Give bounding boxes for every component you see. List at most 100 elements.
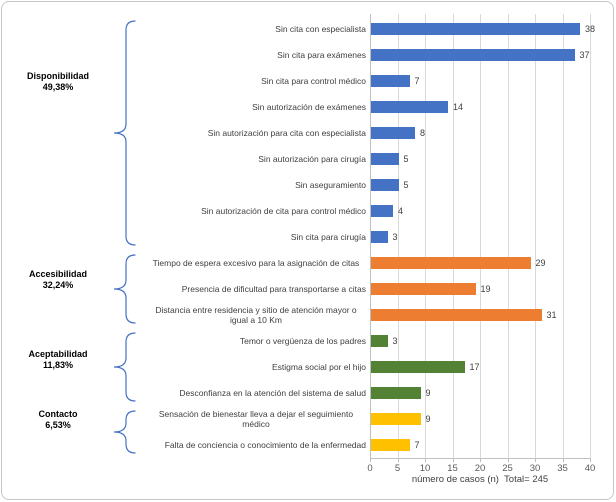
category-label: Distancia entre residencia y sitio de at… [155, 305, 357, 325]
category-label: Sin cita con especialista [275, 24, 366, 34]
x-axis-tick-label: 25 [502, 463, 513, 474]
group-label: Contacto 6,53% [8, 409, 108, 431]
x-axis-tickmark [590, 458, 591, 462]
y-axis-line [370, 14, 371, 458]
category-label: Temor o vergüenza de los padres [239, 336, 366, 346]
x-axis-tickmark [562, 458, 564, 462]
gridline [562, 14, 564, 458]
category-label: Sensación de bienestar lleva a dejar el … [158, 409, 354, 429]
category-label: Sin autorización de exámenes [252, 102, 366, 112]
group-label: Aceptabilidad 11,83% [8, 349, 108, 371]
category-label: Sin autorización de cita para control mé… [201, 206, 366, 216]
value-label: 29 [535, 258, 546, 268]
gridline [535, 14, 536, 458]
bar [371, 23, 580, 35]
bar [371, 49, 575, 61]
x-axis-tick-label: 20 [474, 463, 486, 474]
gridline [590, 14, 591, 458]
value-label: 3 [392, 232, 398, 242]
value-label: 31 [546, 310, 557, 320]
group-percent: 32,24% [42, 279, 74, 290]
bar [371, 75, 410, 87]
category-label: Presencia de dificultad para transportar… [181, 284, 366, 294]
bar [371, 309, 542, 321]
x-axis-tick-label: 40 [584, 463, 596, 474]
bar [371, 127, 415, 139]
group-name: Contacto [38, 409, 78, 420]
x-axis-tick-label: 10 [419, 463, 431, 474]
x-axis-tickmark [480, 458, 481, 462]
group-name: Disponibilidad [27, 70, 89, 81]
x-axis-tick-label: 0 [367, 463, 373, 474]
x-axis-title: número de casos (n) Total= 245 [411, 474, 549, 485]
value-label: 37 [579, 50, 590, 60]
value-label: 9 [425, 414, 431, 424]
x-axis-tickmark [507, 458, 509, 462]
category-label: Sin aseguramiento [295, 180, 366, 190]
x-axis-tickmark [452, 458, 454, 462]
x-axis-tick-label: 30 [529, 463, 541, 474]
group-brace [113, 332, 136, 402]
bar [371, 283, 476, 295]
category-label: Tiempo de espera excesivo para la asigna… [152, 258, 360, 268]
x-axis-tick-label: 35 [557, 463, 568, 474]
bar [371, 257, 531, 269]
gridline [507, 14, 509, 458]
category-label: Estigma social por el hijo [271, 362, 366, 372]
value-label: 19 [480, 284, 491, 294]
group-percent: 11,83% [42, 359, 74, 370]
value-label: 8 [420, 128, 426, 138]
value-label: 3 [392, 336, 398, 346]
category-label: Sin cita para exámenes [277, 50, 366, 60]
x-axis-tick-label: 15 [447, 463, 458, 474]
value-label: 17 [469, 362, 480, 372]
x-axis-tickmark [397, 458, 399, 462]
bar [371, 439, 410, 451]
category-label: Sin cita para control médico [261, 76, 366, 86]
x-axis-tick-label: 5 [394, 463, 401, 474]
group-label: Accesibilidad 32,24% [8, 269, 108, 291]
gridline [397, 14, 399, 458]
group-label: Disponibilidad 49,38% [8, 71, 108, 93]
value-label: 5 [403, 180, 409, 190]
bar [371, 205, 393, 217]
group-percent: 49,38% [42, 81, 74, 92]
category-label: Sin cita para cirugía [290, 232, 366, 242]
gridline [425, 14, 426, 458]
group-brace [113, 20, 136, 246]
bar [371, 387, 421, 399]
value-label: 38 [585, 24, 596, 34]
category-label: Sin autorización para cirugía [258, 154, 366, 164]
bar [371, 413, 421, 425]
value-label: 7 [414, 76, 420, 86]
x-axis-tickmark [370, 458, 371, 462]
category-label: Sin autorización para cita con especiali… [207, 128, 366, 138]
value-label: 7 [414, 440, 420, 450]
value-label: 9 [425, 388, 431, 398]
bar [371, 361, 465, 373]
category-label: Desconfianza en la atención del sistema … [179, 388, 366, 398]
group-brace [113, 410, 136, 454]
bar [371, 101, 448, 113]
bar [371, 231, 388, 243]
gridline [452, 14, 454, 458]
value-label: 4 [398, 206, 404, 216]
group-name: Accesibilidad [28, 268, 88, 279]
bar [371, 335, 388, 347]
x-axis-tickmark [535, 458, 536, 462]
bar [371, 153, 399, 165]
x-axis-tickmark [425, 458, 426, 462]
gridline [480, 14, 481, 458]
category-label: Falta de conciencia o conocimiento de la… [164, 440, 366, 450]
x-axis-line [370, 458, 590, 459]
group-percent: 6,53% [45, 420, 71, 431]
value-label: 5 [403, 154, 409, 164]
value-label: 14 [453, 102, 464, 112]
group-name: Aceptabilidad [28, 348, 88, 359]
